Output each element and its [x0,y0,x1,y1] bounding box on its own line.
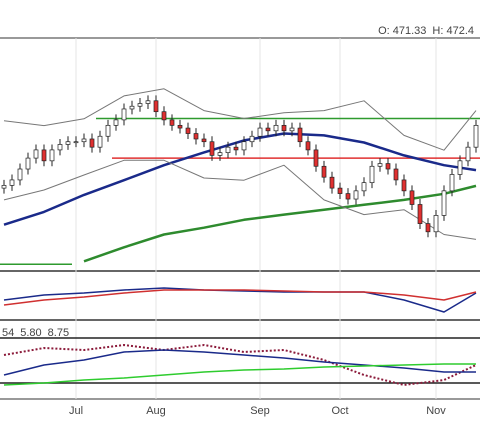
candle-body [57,144,63,151]
candle-body [161,111,167,121]
candle-body [377,163,383,167]
candle-body [337,187,343,194]
candle-body [49,149,55,162]
candle-body [385,163,391,170]
annotation: O: 471.33 [378,25,426,37]
annotation: H: 472.4 [432,25,474,37]
candle-body [265,127,271,132]
x-tick-label: Oct [331,405,348,417]
candle-body [73,141,79,144]
candle-body [9,179,15,186]
candle-body [401,179,407,192]
candle-body [81,138,87,143]
candle-body [313,149,319,167]
candle-body [209,141,215,156]
candle-body [321,165,327,178]
candle-body [329,176,335,189]
candle-body [41,149,47,162]
candle-body [105,124,111,137]
candle-body [345,193,351,200]
candle-body [137,103,143,107]
series-line [3,287,477,313]
candle-body [257,127,263,137]
candle-body [425,223,431,233]
candle-body [249,135,255,143]
candle-body [273,124,279,132]
candle-body [393,168,399,181]
candle-body [185,127,191,134]
candle-body [113,119,119,126]
candle-body [153,100,159,113]
candle-body [281,124,287,132]
candle-body [97,135,103,148]
candle-body [177,124,183,129]
candle-body [441,190,447,216]
series-line [3,349,476,376]
candle-body [1,185,7,189]
series-line [83,184,477,263]
x-tick-label: Nov [426,405,446,417]
series-line [3,289,477,306]
candle-body [305,141,311,151]
candle-body [89,138,95,148]
candle-body [169,119,175,126]
annotation: 8.75 [48,327,69,339]
candle-body [457,160,463,175]
candle-body [297,127,303,143]
candle-body [33,149,39,159]
candle-body [225,146,231,153]
candle-body [369,165,375,184]
candle-body [121,108,127,121]
series-line [3,88,477,151]
candle-body [25,157,31,170]
candle-body [433,215,439,233]
x-tick-label: Aug [146,405,166,417]
candle-body [465,146,471,162]
candle-body [409,190,415,205]
x-tick-label: Jul [69,405,83,417]
series-line [3,363,476,386]
candle-body [129,105,135,110]
x-tick-label: Sep [250,405,270,417]
candle-body [145,100,151,104]
candle-body [417,204,423,224]
candle-body [473,124,479,148]
candle-body [65,141,71,145]
candle-body [353,190,359,200]
candle-body [193,133,199,140]
series-line [3,159,477,240]
candle-body [361,182,367,192]
candle-body [449,174,455,192]
candle-body [241,141,247,151]
series-line [3,344,477,386]
candle-body [289,127,295,132]
candle-body [233,146,239,151]
candle-body [217,152,223,156]
candle-body [17,168,23,181]
annotation: 5.80 [20,327,41,339]
candle-body [201,138,207,143]
annotation: 54 [2,327,14,339]
